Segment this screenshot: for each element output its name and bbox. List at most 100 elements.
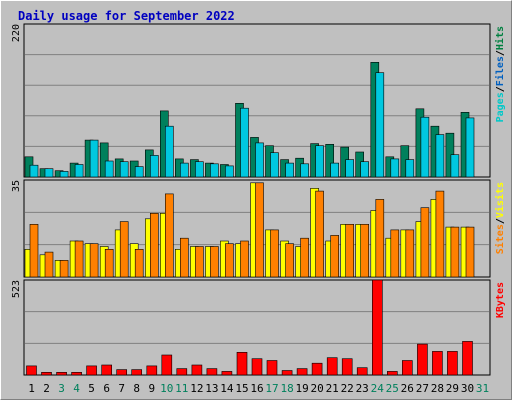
visits-panel-bar-sites-day-13	[210, 246, 219, 278]
x-tick-label-day-15: 15	[235, 382, 248, 395]
visits-panel-bar-sites-day-6	[104, 249, 114, 278]
visits-panel-bar-sites-day-21	[330, 235, 340, 278]
x-tick-label-day-24: 24	[371, 382, 385, 395]
visits-panel-bar-sites-day-30	[465, 226, 475, 278]
hits-panel-side-label-hits: Hits	[494, 26, 506, 50]
x-tick-label-day-4: 4	[73, 382, 80, 395]
kbytes-panel-bar-kbytes-day-22	[341, 358, 353, 376]
kbytes-panel-bar-kbytes-day-30	[462, 341, 473, 376]
hits-panel-bar-hits-day-6	[99, 142, 109, 178]
hits-panel-bar-files-day-12	[195, 161, 204, 178]
kbytes-panel-bar-kbytes-day-1	[26, 365, 37, 376]
visits-panel-bar-sites-day-7	[119, 221, 129, 278]
kbytes-panel-side-label-kbytes: KBytes	[495, 282, 506, 318]
visits-panel-bar-sites-day-9	[150, 213, 159, 278]
hits-panel-bar-files-day-20	[315, 145, 324, 178]
visits-panel-bar-sites-day-25	[390, 229, 400, 278]
hits-panel-bar-files-day-28	[435, 134, 445, 178]
visits-panel-max-label: 35	[11, 180, 22, 192]
kbytes-panel-bar-kbytes-day-16	[251, 358, 263, 376]
visits-panel-bar-sites-day-10	[165, 193, 174, 278]
hits-panel-bar-files-day-8	[134, 166, 144, 178]
hits-panel-side-label-pages: Pages	[495, 92, 506, 122]
hits-panel-bar-files-day-7	[119, 161, 129, 178]
visits-panel-side-label-visits: Visits	[494, 182, 506, 218]
kbytes-panel-bar-kbytes-day-19	[296, 368, 308, 376]
hits-panel-bar-files-day-16	[255, 142, 264, 178]
x-tick-label-day-5: 5	[88, 382, 95, 395]
kbytes-panel-bar-kbytes-day-23	[356, 367, 368, 376]
hits-panel-bar-files-day-4	[74, 164, 84, 178]
kbytes-panel-bar-kbytes-day-9	[146, 365, 158, 376]
kbytes-panel-bar-kbytes-day-4	[71, 371, 82, 376]
hits-panel-bar-files-day-25	[390, 158, 400, 178]
visits-panel-bar-sites-day-3	[59, 260, 69, 278]
x-tick-label-day-17: 17	[265, 382, 278, 395]
kbytes-panel-bar-kbytes-day-29	[447, 351, 458, 376]
hits-panel-bar-files-day-2	[44, 168, 54, 178]
hits-panel-bar-files-day-27	[420, 116, 430, 178]
visits-panel-bar-sites-day-11	[180, 237, 189, 278]
kbytes-panel-bar-kbytes-day-17	[266, 360, 278, 376]
visits-panel-bar-sites-day-22	[345, 224, 355, 278]
visits-panel-bar-sites-day-20	[315, 190, 324, 278]
visits-panel-bar-sites-day-19	[300, 237, 309, 278]
chart-title: Daily usage for September 2022	[18, 9, 235, 23]
visits-panel-bar-sites-day-24	[375, 199, 385, 278]
hits-panel-bar-hits-day-21	[325, 144, 335, 178]
x-tick-label-day-6: 6	[103, 382, 110, 395]
hits-panel-bar-files-day-6	[104, 160, 114, 178]
x-tick-label-day-21: 21	[326, 382, 339, 395]
kbytes-panel-bar-kbytes-day-25	[386, 371, 398, 376]
kbytes-panel-bar-kbytes-day-15	[236, 351, 248, 376]
x-tick-label-day-28: 28	[431, 382, 444, 395]
visits-panel-bar-sites-day-28	[435, 190, 445, 278]
hits-panel-bar-files-day-11	[180, 162, 189, 178]
hits-panel-bar-files-day-10	[165, 125, 174, 178]
visits-panel-bar-sites-day-26	[405, 229, 415, 278]
kbytes-panel-bar-kbytes-day-14	[221, 371, 233, 376]
visits-panel-bar-sites-day-1	[29, 224, 39, 278]
visits-panel-bar-sites-day-17	[270, 229, 279, 278]
x-tick-label-day-26: 26	[401, 382, 414, 395]
kbytes-panel: 523 KBytes	[11, 279, 506, 376]
visits-panel-bar-sites-day-18	[285, 243, 294, 278]
kbytes-panel-bar-kbytes-day-13	[206, 368, 218, 376]
kbytes-panel-bar-kbytes-day-6	[101, 364, 112, 376]
hits-panel-bar-files-day-1	[29, 164, 39, 178]
x-tick-label-day-20: 20	[310, 382, 323, 395]
visits-panel: 35 Sites/Visits	[11, 179, 506, 278]
kbytes-panel-bar-kbytes-day-10	[161, 354, 173, 376]
hits-panel-bar-files-day-19	[300, 163, 309, 178]
visits-panel-bar-sites-day-16	[255, 182, 264, 278]
visits-panel-bar-sites-day-2	[44, 251, 54, 278]
kbytes-panel-bar-kbytes-day-26	[401, 360, 413, 376]
visits-panel-bar-sites-day-29	[450, 226, 460, 278]
kbytes-panel-bar-kbytes-day-27	[417, 343, 428, 376]
x-tick-label-day-12: 12	[190, 382, 203, 395]
hits-panel-bar-files-day-24	[375, 72, 385, 178]
x-tick-label-day-9: 9	[148, 382, 155, 395]
hits-panel-side-separator: /	[495, 86, 506, 92]
x-tick-label-day-27: 27	[416, 382, 429, 395]
x-tick-label-day-14: 14	[220, 382, 234, 395]
kbytes-panel-bar-kbytes-day-28	[432, 351, 443, 376]
x-tick-label-day-16: 16	[250, 382, 263, 395]
x-tick-label-day-1: 1	[28, 382, 35, 395]
x-tick-label-day-10: 10	[160, 382, 173, 395]
hits-panel-bar-files-day-21	[330, 162, 340, 178]
x-tick-label-day-11: 11	[175, 382, 188, 395]
x-tick-label-day-7: 7	[118, 382, 125, 395]
x-tick-label-day-19: 19	[295, 382, 308, 395]
hits-panel-bar-files-day-9	[150, 155, 159, 178]
visits-panel-side-label-sites: Sites	[494, 224, 506, 254]
hits-panel-bar-files-day-5	[89, 139, 99, 178]
x-tick-label-day-23: 23	[356, 382, 369, 395]
hits-panel-side-label: Pages/Files/Hits	[494, 26, 506, 122]
kbytes-panel-bar-kbytes-day-11	[176, 368, 188, 376]
kbytes-panel-bar-kbytes-day-8	[131, 369, 142, 376]
visits-panel-bar-sites-day-5	[89, 243, 99, 278]
hits-panel-bar-files-day-15	[240, 107, 249, 178]
hits-panel-bar-files-day-22	[345, 159, 355, 178]
